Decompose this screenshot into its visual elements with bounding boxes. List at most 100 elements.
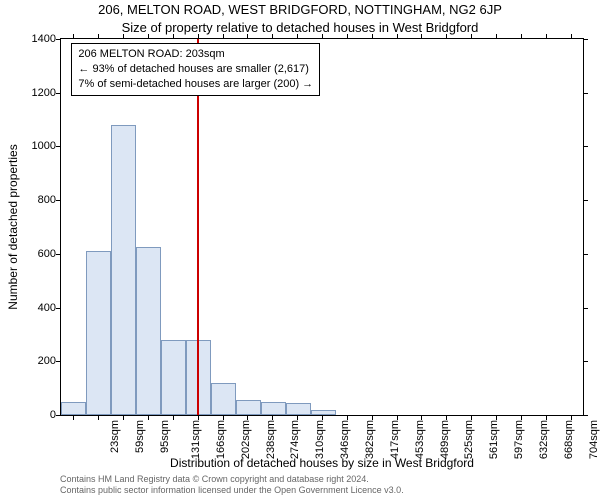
histogram-bar bbox=[311, 410, 336, 415]
y-tick-mark bbox=[56, 361, 60, 362]
x-tick-label: 561sqm bbox=[490, 420, 501, 459]
x-tick-mark bbox=[546, 34, 547, 38]
x-tick-mark bbox=[372, 34, 373, 38]
x-tick-label: 238sqm bbox=[266, 420, 277, 459]
y-tick-mark bbox=[584, 39, 588, 40]
x-tick-mark bbox=[297, 34, 298, 38]
chart-title-sub: Size of property relative to detached ho… bbox=[0, 20, 600, 35]
x-tick-mark bbox=[247, 416, 248, 420]
y-tick-mark bbox=[56, 200, 60, 201]
y-tick-mark bbox=[584, 93, 588, 94]
x-tick-mark bbox=[421, 416, 422, 420]
x-tick-label: 274sqm bbox=[291, 420, 302, 459]
histogram-bar bbox=[261, 402, 286, 415]
info-box-line1: 206 MELTON ROAD: 203sqm bbox=[78, 47, 313, 62]
plot-area: 206 MELTON ROAD: 203sqm ← 93% of detache… bbox=[60, 38, 584, 416]
x-tick-label: 310sqm bbox=[316, 420, 327, 459]
y-tick-label: 800 bbox=[16, 195, 56, 206]
x-axis-label: Distribution of detached houses by size … bbox=[60, 456, 584, 470]
x-tick-label: 202sqm bbox=[241, 420, 252, 459]
x-tick-mark bbox=[173, 416, 174, 420]
x-tick-mark bbox=[471, 416, 472, 420]
y-tick-mark bbox=[584, 361, 588, 362]
y-tick-mark bbox=[584, 146, 588, 147]
x-tick-mark bbox=[446, 34, 447, 38]
y-tick-label: 1200 bbox=[16, 88, 56, 99]
x-tick-mark bbox=[198, 34, 199, 38]
x-tick-mark bbox=[148, 34, 149, 38]
info-box-line2: ← 93% of detached houses are smaller (2,… bbox=[78, 62, 313, 77]
x-tick-mark bbox=[173, 34, 174, 38]
y-tick-label: 600 bbox=[16, 249, 56, 260]
x-tick-mark bbox=[272, 416, 273, 420]
chart-container: { "chart": { "type": "histogram", "title… bbox=[0, 0, 600, 500]
x-tick-mark bbox=[73, 416, 74, 420]
x-tick-label: 453sqm bbox=[415, 420, 426, 459]
x-tick-label: 59sqm bbox=[135, 420, 146, 453]
histogram-bar bbox=[236, 400, 261, 415]
x-tick-mark bbox=[571, 416, 572, 420]
footer-line2: Contains public sector information licen… bbox=[60, 485, 404, 496]
x-tick-mark bbox=[496, 34, 497, 38]
info-box-line3: 7% of semi-detached houses are larger (2… bbox=[78, 77, 313, 92]
x-tick-mark bbox=[198, 416, 199, 420]
x-tick-mark bbox=[397, 416, 398, 420]
y-tick-label: 0 bbox=[16, 410, 56, 421]
x-tick-label: 95sqm bbox=[160, 420, 171, 453]
x-tick-label: 166sqm bbox=[216, 420, 227, 459]
x-tick-label: 417sqm bbox=[390, 420, 401, 459]
x-tick-mark bbox=[297, 416, 298, 420]
x-tick-label: 23sqm bbox=[111, 420, 122, 453]
x-tick-mark bbox=[322, 34, 323, 38]
x-tick-label: 632sqm bbox=[539, 420, 550, 459]
x-tick-label: 597sqm bbox=[515, 420, 526, 459]
x-tick-mark bbox=[322, 416, 323, 420]
x-tick-label: 489sqm bbox=[440, 420, 451, 459]
y-tick-label: 1400 bbox=[16, 34, 56, 45]
x-tick-mark bbox=[123, 34, 124, 38]
x-tick-mark bbox=[98, 416, 99, 420]
histogram-bar bbox=[161, 340, 186, 415]
y-tick-label: 200 bbox=[16, 356, 56, 367]
info-box: 206 MELTON ROAD: 203sqm ← 93% of detache… bbox=[71, 43, 320, 96]
x-tick-label: 668sqm bbox=[564, 420, 575, 459]
x-tick-mark bbox=[98, 34, 99, 38]
x-tick-mark bbox=[421, 34, 422, 38]
x-tick-label: 131sqm bbox=[191, 420, 202, 459]
footer-attribution: Contains HM Land Registry data © Crown c… bbox=[60, 474, 404, 496]
x-tick-mark bbox=[148, 416, 149, 420]
histogram-bar bbox=[211, 383, 236, 415]
x-tick-mark bbox=[73, 34, 74, 38]
y-tick-mark bbox=[56, 415, 60, 416]
y-tick-mark bbox=[56, 93, 60, 94]
x-tick-mark bbox=[471, 34, 472, 38]
y-tick-label: 1000 bbox=[16, 141, 56, 152]
y-tick-mark bbox=[584, 415, 588, 416]
histogram-bar bbox=[86, 251, 111, 415]
x-tick-mark bbox=[521, 416, 522, 420]
x-tick-label: 346sqm bbox=[341, 420, 352, 459]
x-tick-label: 704sqm bbox=[589, 420, 600, 459]
y-tick-mark bbox=[56, 254, 60, 255]
chart-title-address: 206, MELTON ROAD, WEST BRIDGFORD, NOTTIN… bbox=[0, 2, 600, 17]
x-tick-mark bbox=[272, 34, 273, 38]
x-tick-mark bbox=[546, 416, 547, 420]
histogram-bar bbox=[111, 125, 136, 415]
x-tick-mark bbox=[397, 34, 398, 38]
x-tick-mark bbox=[123, 416, 124, 420]
y-tick-mark bbox=[56, 39, 60, 40]
y-tick-mark bbox=[56, 146, 60, 147]
footer-line1: Contains HM Land Registry data © Crown c… bbox=[60, 474, 404, 485]
y-tick-label: 400 bbox=[16, 303, 56, 314]
y-tick-mark bbox=[584, 254, 588, 255]
x-tick-mark bbox=[496, 416, 497, 420]
histogram-bar bbox=[136, 247, 161, 415]
x-tick-label: 382sqm bbox=[365, 420, 376, 459]
x-tick-label: 525sqm bbox=[465, 420, 476, 459]
x-tick-mark bbox=[223, 416, 224, 420]
x-tick-mark bbox=[571, 34, 572, 38]
histogram-bar bbox=[61, 402, 86, 415]
y-tick-mark bbox=[56, 308, 60, 309]
x-tick-mark bbox=[347, 34, 348, 38]
x-tick-mark bbox=[521, 34, 522, 38]
